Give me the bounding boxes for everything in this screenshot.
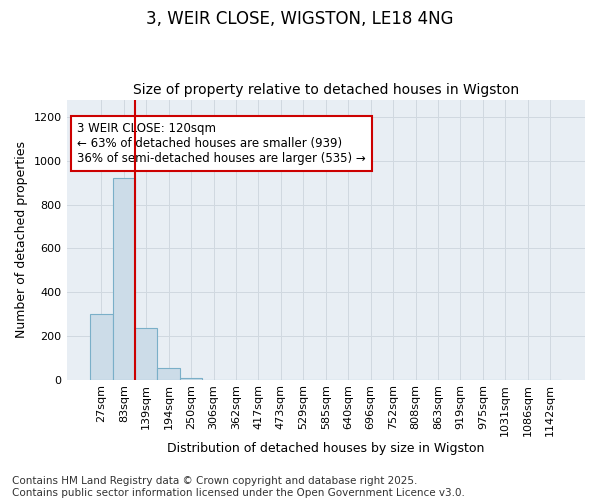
Text: 3 WEIR CLOSE: 120sqm
← 63% of detached houses are smaller (939)
36% of semi-deta: 3 WEIR CLOSE: 120sqm ← 63% of detached h… <box>77 122 365 165</box>
Text: 3, WEIR CLOSE, WIGSTON, LE18 4NG: 3, WEIR CLOSE, WIGSTON, LE18 4NG <box>146 10 454 28</box>
Bar <box>113 178 135 380</box>
Bar <box>157 368 180 380</box>
Bar <box>90 314 113 380</box>
Bar <box>180 378 202 380</box>
Text: Contains HM Land Registry data © Crown copyright and database right 2025.
Contai: Contains HM Land Registry data © Crown c… <box>12 476 465 498</box>
Title: Size of property relative to detached houses in Wigston: Size of property relative to detached ho… <box>133 83 519 97</box>
X-axis label: Distribution of detached houses by size in Wigston: Distribution of detached houses by size … <box>167 442 484 455</box>
Y-axis label: Number of detached properties: Number of detached properties <box>15 141 28 338</box>
Bar <box>135 328 157 380</box>
